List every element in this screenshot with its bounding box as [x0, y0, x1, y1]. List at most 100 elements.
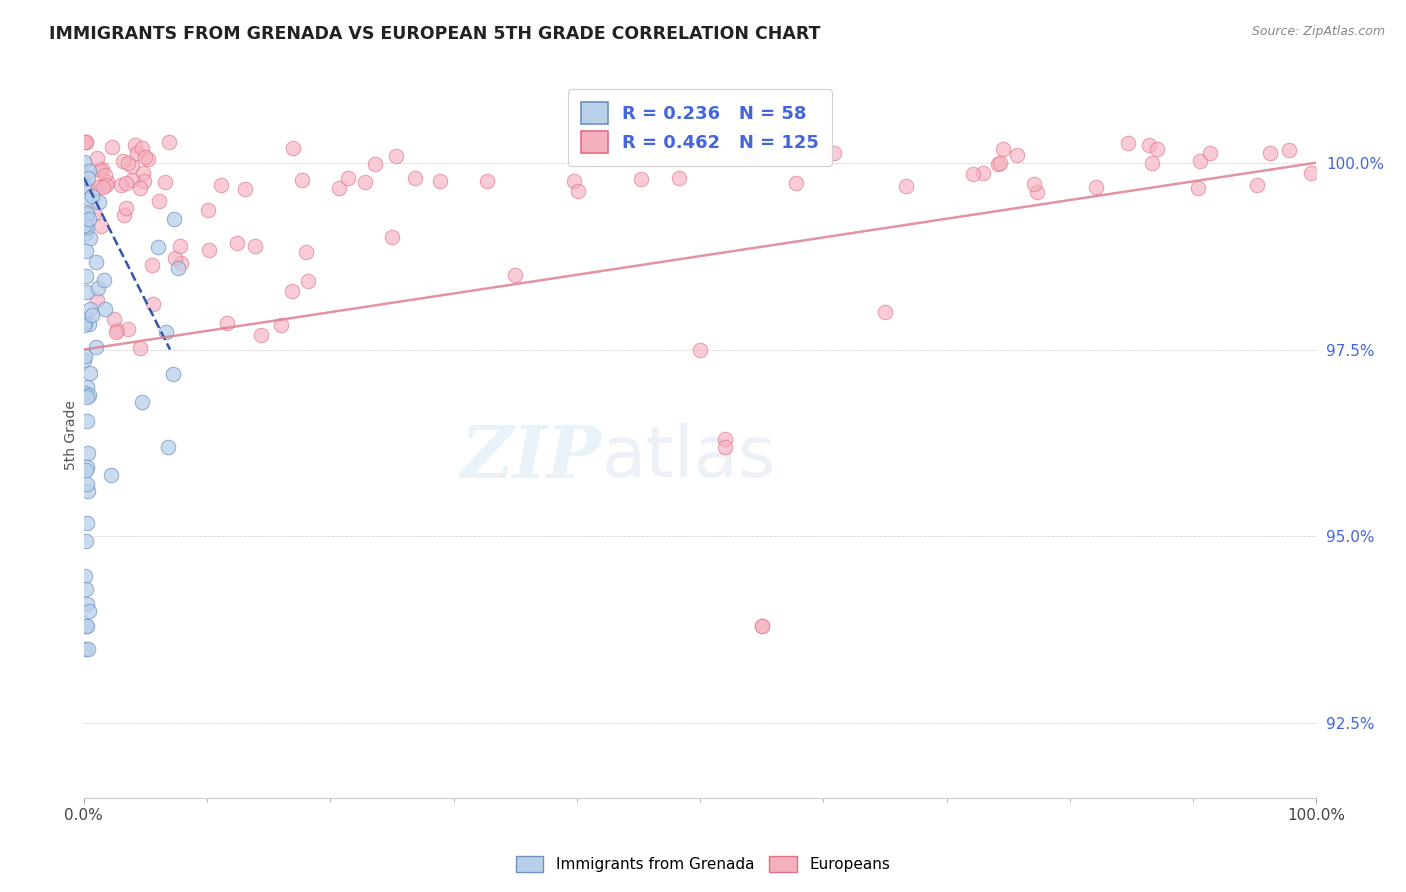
Point [328, 181, 350, 195]
Point [76, 178, 98, 193]
Point [162, 367, 184, 381]
Point [134, 149, 156, 163]
Point [141, 258, 163, 272]
Point [73, 353, 96, 368]
Point [156, 441, 179, 455]
Point [381, 230, 404, 244]
Y-axis label: 5th Grade: 5th Grade [65, 401, 79, 470]
Point [104, 325, 127, 339]
Point [429, 174, 451, 188]
Point [155, 176, 177, 190]
Point [79, 301, 101, 316]
Point [163, 251, 186, 265]
Point [76, 459, 98, 474]
Point [87, 180, 110, 194]
Point [281, 284, 304, 298]
Point [873, 305, 896, 319]
Point [75, 136, 97, 150]
Point [73, 569, 96, 583]
Point [79, 366, 101, 380]
Point [132, 166, 155, 180]
Point [96, 175, 118, 189]
Point [75, 582, 97, 596]
Point [986, 157, 1008, 171]
Point [1187, 181, 1209, 195]
Point [79, 230, 101, 244]
Point [1246, 178, 1268, 192]
Point [100, 467, 122, 482]
Legend: R = 0.236   N = 58, R = 0.462   N = 125: R = 0.236 N = 58, R = 0.462 N = 125 [568, 89, 832, 166]
Point [132, 174, 155, 188]
Point [76, 477, 98, 491]
Point [283, 141, 305, 155]
Point [169, 238, 191, 252]
Point [713, 440, 735, 454]
Point [785, 176, 807, 190]
Text: atlas: atlas [602, 423, 776, 491]
Point [77, 212, 100, 227]
Point [73, 155, 96, 169]
Point [84, 340, 107, 354]
Point [77, 446, 100, 460]
Point [114, 202, 136, 216]
Point [76, 207, 98, 221]
Point [94, 178, 117, 193]
Point [79, 317, 101, 331]
Point [336, 171, 359, 186]
Point [86, 151, 108, 165]
Point [121, 173, 143, 187]
Point [76, 619, 98, 633]
Point [94, 302, 117, 317]
Point [562, 174, 585, 188]
Point [77, 164, 100, 178]
Point [404, 171, 426, 186]
Point [76, 414, 98, 428]
Point [76, 285, 98, 299]
Point [121, 160, 143, 174]
Point [75, 226, 97, 240]
Legend: Immigrants from Grenada, Europeans: Immigrants from Grenada, Europeans [509, 848, 897, 880]
Point [117, 321, 139, 335]
Point [75, 218, 97, 232]
Point [197, 202, 219, 217]
Point [129, 181, 152, 195]
Point [1278, 143, 1301, 157]
Point [76, 220, 98, 235]
Point [270, 318, 292, 332]
Point [110, 178, 132, 193]
Point [157, 135, 180, 149]
Point [131, 141, 153, 155]
Point [73, 318, 96, 332]
Point [79, 388, 101, 402]
Point [83, 206, 105, 220]
Point [75, 533, 97, 548]
Text: ZIP: ZIP [461, 422, 602, 492]
Point [93, 273, 115, 287]
Point [87, 194, 110, 209]
Point [741, 151, 763, 165]
Point [100, 140, 122, 154]
Point [86, 293, 108, 307]
Point [1146, 142, 1168, 156]
Point [77, 191, 100, 205]
Point [76, 597, 98, 611]
Point [1198, 146, 1220, 161]
Point [117, 156, 139, 170]
Point [105, 323, 128, 337]
Point [235, 182, 257, 196]
Point [353, 175, 375, 189]
Point [93, 179, 115, 194]
Point [73, 349, 96, 363]
Point [84, 255, 107, 269]
Point [823, 145, 845, 160]
Point [148, 194, 170, 208]
Point [385, 149, 408, 163]
Point [76, 206, 98, 220]
Point [91, 161, 114, 176]
Point [125, 145, 148, 160]
Point [713, 432, 735, 446]
Point [297, 274, 319, 288]
Point [1085, 180, 1108, 194]
Point [155, 325, 177, 339]
Point [73, 179, 96, 194]
